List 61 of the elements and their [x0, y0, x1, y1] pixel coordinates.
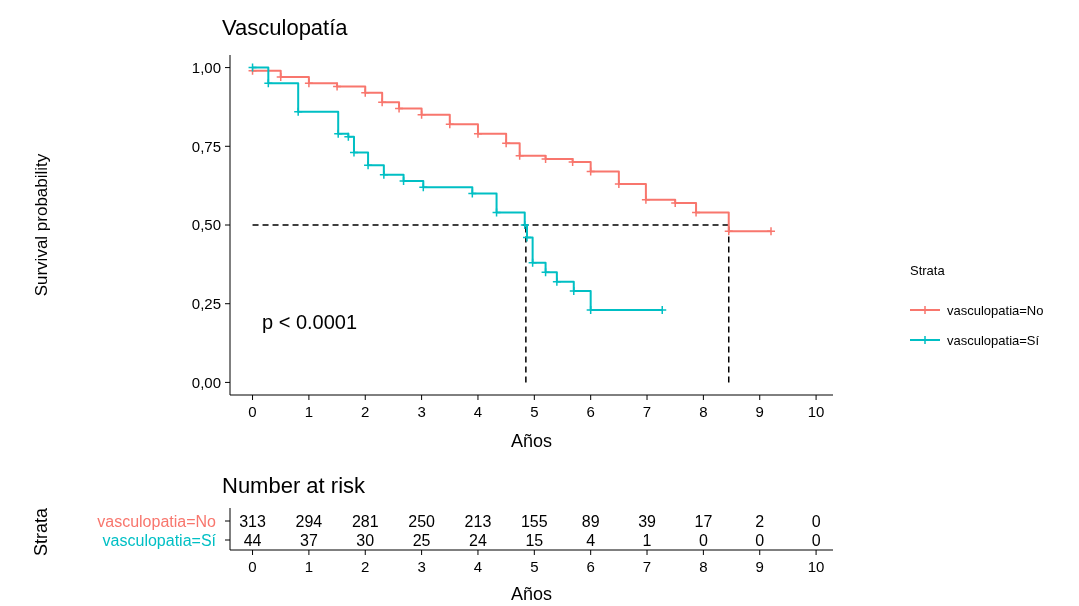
data-label: 1 — [642, 531, 652, 549]
data-label: 313 — [239, 512, 266, 530]
data-label: 44 — [243, 531, 262, 549]
data-label: 250 — [408, 512, 436, 530]
data-label: 37 — [300, 531, 318, 549]
x-tick-label: 8 — [699, 403, 708, 420]
x-tick-label: 5 — [530, 403, 539, 420]
data-label: 17 — [694, 512, 713, 530]
legend-title: Strata — [910, 263, 946, 278]
y-tick-label: 0,25 — [191, 294, 221, 312]
y-axis-title: Strata — [31, 507, 51, 557]
y-tick-label: vasculopatia=No — [97, 512, 217, 530]
x-tick-label: 6 — [586, 403, 595, 420]
x-tick-label: 9 — [755, 403, 764, 420]
data-label: 0 — [698, 531, 708, 549]
data-label: 0 — [811, 531, 821, 549]
x-tick-label: 7 — [642, 403, 652, 420]
x-axis-title: Años — [510, 584, 553, 604]
data-label: 39 — [638, 512, 657, 530]
x-tick-label: 8 — [699, 558, 708, 575]
x-tick-label: 1 — [304, 403, 314, 420]
x-tick-label: 4 — [473, 403, 483, 420]
chart-title: Number at risk — [222, 473, 367, 498]
x-axis-title: Años — [510, 431, 553, 451]
annotation: p < 0.0001 — [262, 311, 358, 333]
x-tick-label: 4 — [473, 558, 483, 575]
data-label: 30 — [356, 531, 375, 549]
data-label: 0 — [811, 512, 821, 530]
x-tick-label: 10 — [807, 558, 825, 575]
x-tick-label: 10 — [807, 403, 825, 420]
data-label: 4 — [586, 531, 596, 549]
data-label: 24 — [469, 531, 487, 549]
y-axis-title: Survival probability — [32, 153, 51, 297]
y-tick-label: 0,50 — [191, 216, 221, 234]
data-label: 294 — [295, 512, 323, 530]
x-tick-label: 1 — [304, 558, 314, 575]
data-label: 155 — [520, 512, 548, 530]
chart-title: Vasculopatía — [222, 15, 349, 40]
x-tick-label: 0 — [248, 558, 257, 575]
legend-label: vasculopatia=No — [947, 302, 1044, 318]
data-label: 2 — [755, 512, 765, 530]
y-tick-label: 0,00 — [191, 373, 221, 391]
data-label: 89 — [581, 512, 600, 530]
x-tick-label: 0 — [248, 403, 257, 420]
data-label: 213 — [464, 512, 492, 530]
x-tick-label: 5 — [530, 558, 539, 575]
legend-label: vasculopatia=Sí — [947, 332, 1040, 348]
x-tick-label: 2 — [361, 558, 370, 575]
data-label: 281 — [351, 512, 379, 530]
x-tick-label: 6 — [586, 558, 595, 575]
x-tick-label: 7 — [642, 558, 652, 575]
data-label: 15 — [525, 531, 544, 549]
y-tick-label: 1,00 — [191, 58, 221, 76]
x-tick-label: 3 — [417, 403, 426, 420]
data-label: 25 — [412, 531, 431, 549]
y-tick-label: vasculopatia=Sí — [102, 531, 217, 549]
data-label: 0 — [755, 531, 765, 549]
y-tick-label: 0,75 — [191, 137, 221, 155]
x-tick-label: 9 — [755, 558, 764, 575]
x-tick-label: 2 — [361, 403, 370, 420]
x-tick-label: 3 — [417, 558, 426, 575]
